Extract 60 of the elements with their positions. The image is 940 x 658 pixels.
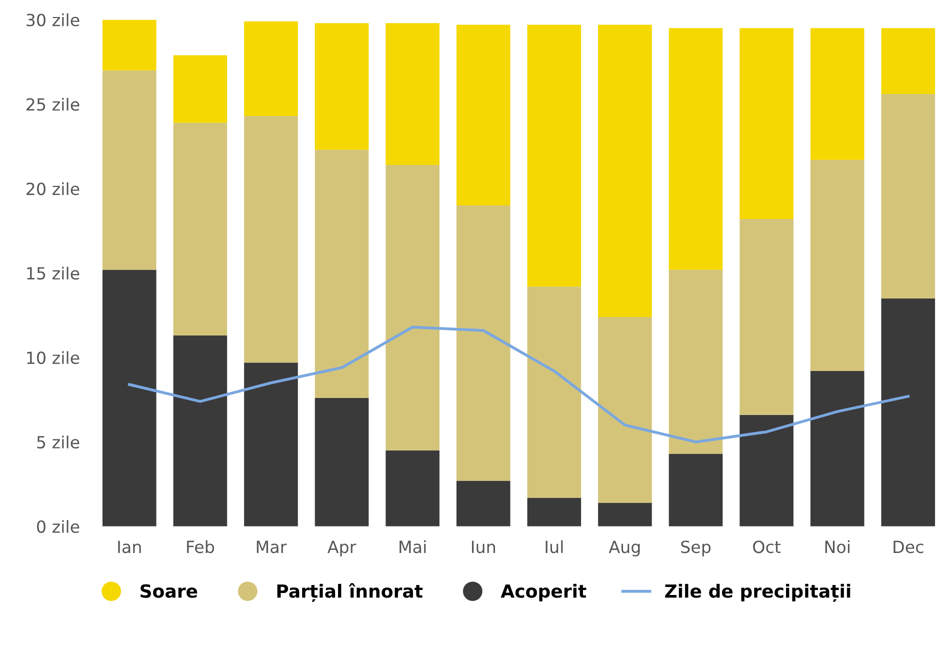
bar (314, 398, 369, 526)
x-tick-label: Mar (256, 540, 287, 554)
x-tick-label: Sep (681, 540, 711, 556)
bar (456, 206, 510, 481)
bar (740, 219, 794, 415)
x-tick-label: Feb (187, 540, 214, 554)
bar (810, 28, 864, 160)
legend-label: Soare (140, 584, 198, 598)
x-tick-label: Noi (825, 540, 850, 554)
bar (102, 70, 156, 270)
bar (740, 28, 794, 220)
y-tick-label: 0 zile (37, 520, 80, 533)
bar (173, 122, 228, 336)
x-tick-label: Oct (753, 540, 781, 554)
x-tick-label: Ian (118, 540, 141, 554)
legend-label: Acoperit (500, 584, 586, 602)
bar (881, 94, 936, 298)
bar (598, 24, 652, 317)
bar (740, 414, 794, 526)
bar (386, 23, 440, 165)
bar (598, 316, 652, 503)
y-tick-label: 25 zile (26, 98, 80, 111)
bar (244, 116, 298, 363)
bar (314, 150, 369, 398)
y-tick-label: 20 zile (26, 182, 80, 196)
bar (881, 28, 936, 94)
bar (810, 160, 864, 372)
x-tick-label: Dec (894, 540, 924, 554)
y-tick-label: 10 zile (27, 351, 80, 364)
bar (173, 55, 228, 123)
bar (456, 24, 510, 206)
line-series (128, 326, 910, 444)
legend-label: Zile de precipitații (665, 584, 850, 602)
bar (456, 480, 510, 526)
x-tick-label: Aug (608, 540, 640, 556)
y-tick-label: 5 zile (37, 436, 80, 449)
bar (668, 270, 723, 454)
bar (881, 298, 936, 526)
y-tick-label: 15 zile (27, 266, 80, 280)
bar (668, 28, 723, 270)
bar (527, 498, 582, 526)
bar (244, 362, 298, 526)
y-tick-label: 30 zile (26, 13, 80, 26)
bar (527, 286, 582, 498)
bar (102, 270, 156, 526)
bar (102, 20, 156, 70)
bar (244, 21, 298, 116)
x-tick-label: Iun (472, 540, 495, 554)
bar (173, 336, 228, 526)
bar (527, 24, 582, 287)
bar (386, 164, 440, 450)
bar (668, 454, 723, 526)
bar (314, 23, 369, 150)
bar (386, 450, 440, 526)
x-tick-label: Iul (546, 540, 563, 554)
x-tick-label: Apr (327, 540, 356, 556)
bar (598, 502, 652, 526)
bar (810, 371, 864, 526)
legend-label: Parțial înnorat (277, 583, 423, 602)
x-tick-label: Mai (400, 540, 426, 554)
